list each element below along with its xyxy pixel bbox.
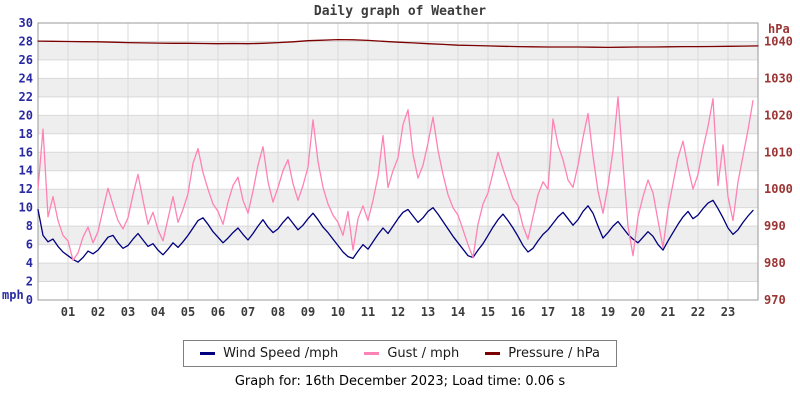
chart-title: Daily graph of Weather (313, 4, 487, 19)
svg-text:1000: 1000 (764, 182, 793, 196)
svg-text:13: 13 (421, 305, 435, 319)
svg-text:20: 20 (19, 108, 33, 122)
svg-text:16: 16 (19, 145, 33, 159)
svg-text:24: 24 (19, 71, 33, 85)
left-axis-unit-label: mph (2, 288, 24, 302)
svg-text:22: 22 (691, 305, 705, 319)
legend: Wind Speed /mph Gust / mph Pressure / hP… (0, 340, 800, 367)
svg-text:0: 0 (26, 293, 33, 307)
svg-text:1030: 1030 (764, 71, 793, 85)
svg-text:990: 990 (764, 219, 786, 233)
svg-text:14: 14 (19, 164, 33, 178)
graph-caption: Graph for: 16th December 2023; Load time… (234, 374, 566, 389)
svg-text:12: 12 (19, 182, 33, 196)
svg-text:17: 17 (541, 305, 555, 319)
svg-text:02: 02 (91, 305, 105, 319)
svg-text:05: 05 (181, 305, 195, 319)
svg-text:07: 07 (241, 305, 255, 319)
svg-text:14: 14 (451, 305, 465, 319)
chart-plot: 3028262422201816141210864201040103010201… (19, 16, 793, 319)
svg-text:8: 8 (26, 219, 33, 233)
legend-label-pressure: Pressure / hPa (508, 346, 600, 361)
svg-text:11: 11 (361, 305, 375, 319)
legend-item-pressure: Pressure / hPa (485, 346, 600, 361)
svg-text:1040: 1040 (764, 34, 793, 48)
svg-text:21: 21 (661, 305, 675, 319)
svg-text:1010: 1010 (764, 145, 793, 159)
svg-text:10: 10 (331, 305, 345, 319)
legend-item-wind-speed: Wind Speed /mph (200, 346, 338, 361)
svg-text:10: 10 (19, 201, 33, 215)
svg-text:30: 30 (19, 16, 33, 30)
wind-speed-line-swatch-icon (200, 352, 216, 355)
svg-text:04: 04 (151, 305, 165, 319)
right-axis-unit-label: hPa (768, 22, 790, 36)
svg-text:15: 15 (481, 305, 495, 319)
svg-text:980: 980 (764, 256, 786, 270)
svg-text:03: 03 (121, 305, 135, 319)
svg-text:16: 16 (511, 305, 525, 319)
svg-text:23: 23 (721, 305, 735, 319)
svg-text:18: 18 (571, 305, 585, 319)
svg-text:08: 08 (271, 305, 285, 319)
gust-line-swatch-icon (364, 352, 380, 355)
svg-text:6: 6 (26, 238, 33, 252)
svg-text:19: 19 (601, 305, 615, 319)
legend-box: Wind Speed /mph Gust / mph Pressure / hP… (183, 340, 617, 367)
pressure-line-swatch-icon (485, 352, 501, 355)
svg-text:12: 12 (391, 305, 405, 319)
svg-text:4: 4 (26, 256, 33, 270)
svg-text:2: 2 (26, 275, 33, 289)
legend-label-gust: Gust / mph (387, 346, 460, 361)
svg-text:28: 28 (19, 34, 33, 48)
svg-text:18: 18 (19, 127, 33, 141)
svg-text:06: 06 (211, 305, 225, 319)
legend-item-gust: Gust / mph (364, 346, 459, 361)
svg-text:09: 09 (301, 305, 315, 319)
svg-text:970: 970 (764, 293, 786, 307)
legend-label-wind-speed: Wind Speed /mph (223, 346, 339, 361)
svg-text:1020: 1020 (764, 108, 793, 122)
svg-text:22: 22 (19, 90, 33, 104)
svg-text:01: 01 (61, 305, 75, 319)
svg-text:20: 20 (631, 305, 645, 319)
svg-text:26: 26 (19, 53, 33, 67)
